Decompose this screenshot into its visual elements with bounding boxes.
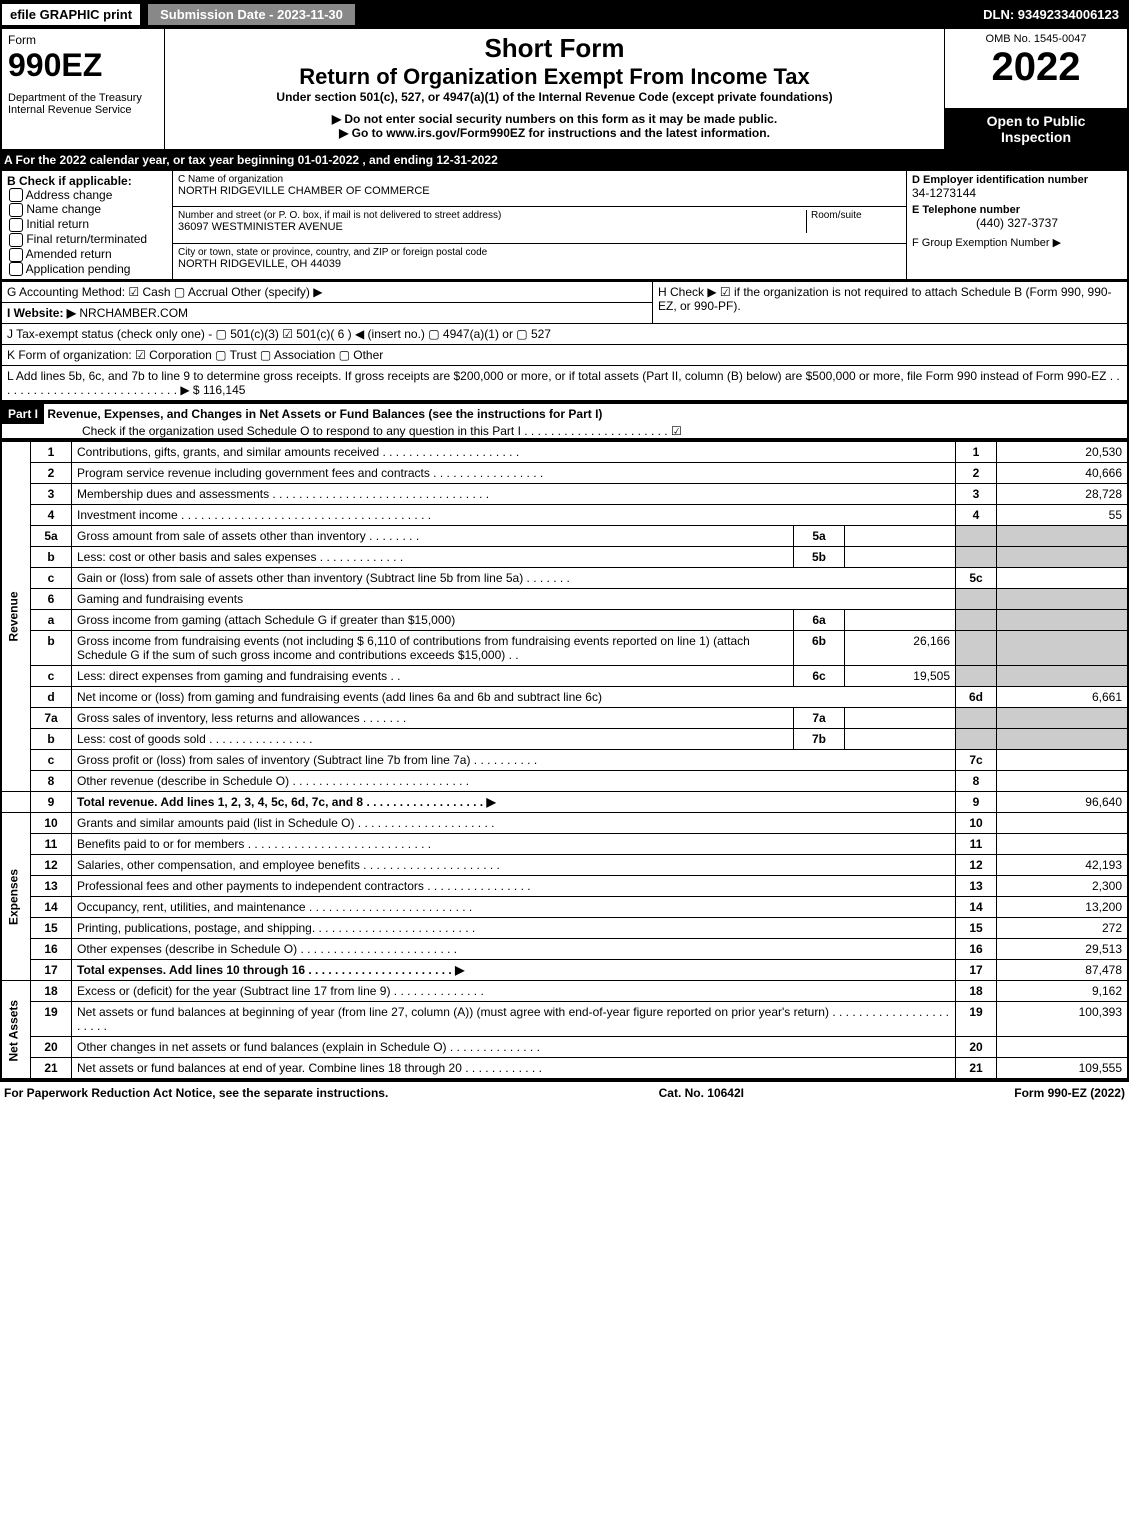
org-name: NORTH RIDGEVILLE CHAMBER OF COMMERCE: [178, 185, 901, 197]
line-2: 2Program service revenue including gover…: [1, 463, 1128, 484]
line-1: Revenue 1Contributions, gifts, grants, a…: [1, 441, 1128, 463]
box-j: J Tax-exempt status (check only one) - ▢…: [1, 324, 1128, 345]
efile-label: efile GRAPHIC print: [0, 2, 142, 27]
omb-label: OMB No. 1545-0047: [951, 33, 1121, 45]
box-i: I Website: ▶ NRCHAMBER.COM: [1, 303, 653, 324]
check-final-return: Final return/terminated: [7, 232, 167, 247]
line-5b: bLess: cost or other basis and sales exp…: [1, 547, 1128, 568]
box-h: H Check ▶ ☑ if the organization is not r…: [653, 282, 1129, 324]
box-f-label: F Group Exemption Number ▶: [912, 236, 1122, 249]
box-d-label: D Employer identification number: [912, 174, 1122, 186]
line-15: 15Printing, publications, postage, and s…: [1, 918, 1128, 939]
line-20: 20Other changes in net assets or fund ba…: [1, 1037, 1128, 1058]
check-amended: Amended return: [7, 247, 167, 262]
check-address-change: Address change: [7, 188, 167, 203]
info-table: B Check if applicable: Address change Na…: [0, 169, 1129, 282]
line-3: 3Membership dues and assessments . . . .…: [1, 484, 1128, 505]
line-6: 6Gaming and fundraising events: [1, 589, 1128, 610]
line-18: Net Assets 18Excess or (deficit) for the…: [1, 981, 1128, 1002]
warning-ssn: ▶ Do not enter social security numbers o…: [171, 112, 938, 126]
irs-label: Internal Revenue Service: [8, 104, 158, 116]
line-8: 8Other revenue (describe in Schedule O) …: [1, 771, 1128, 792]
footer-right: Form 990-EZ (2022): [1014, 1086, 1125, 1100]
footer-mid: Cat. No. 10642I: [659, 1086, 744, 1100]
room-label: Room/suite: [811, 210, 901, 221]
dln-label: DLN: 93492334006123: [983, 7, 1129, 22]
tax-year: 2022: [951, 45, 1121, 90]
submission-date: Submission Date - 2023-11-30: [146, 2, 357, 27]
line-10: Expenses 10Grants and similar amounts pa…: [1, 813, 1128, 834]
form-label: Form: [8, 33, 158, 47]
short-form-title: Short Form: [171, 33, 938, 64]
info-table-2: G Accounting Method: ☑ Cash ▢ Accrual Ot…: [0, 281, 1129, 402]
check-name-change: Name change: [7, 202, 167, 217]
line-5c: cGain or (loss) from sale of assets othe…: [1, 568, 1128, 589]
warning-link: ▶ Go to www.irs.gov/Form990EZ for instru…: [171, 126, 938, 140]
section-a: A For the 2022 calendar year, or tax yea…: [0, 151, 1129, 169]
box-e-label: E Telephone number: [912, 204, 1122, 216]
box-c-name-label: C Name of organization: [178, 174, 901, 185]
dept-treasury: Department of the Treasury: [8, 92, 158, 104]
box-k: K Form of organization: ☑ Corporation ▢ …: [1, 345, 1128, 366]
part1-check: Check if the organization used Schedule …: [2, 424, 1127, 438]
line-13: 13Professional fees and other payments t…: [1, 876, 1128, 897]
line-6b: bGross income from fundraising events (n…: [1, 631, 1128, 666]
subtitle: Under section 501(c), 527, or 4947(a)(1)…: [171, 90, 938, 104]
part1-header-row: Part I Revenue, Expenses, and Changes in…: [0, 402, 1129, 440]
form-number: 990EZ: [8, 47, 158, 84]
street-label: Number and street (or P. O. box, if mail…: [178, 210, 806, 221]
line-7c: cGross profit or (loss) from sales of in…: [1, 750, 1128, 771]
line-11: 11Benefits paid to or for members . . . …: [1, 834, 1128, 855]
line-7b: bLess: cost of goods sold . . . . . . . …: [1, 729, 1128, 750]
line-16: 16Other expenses (describe in Schedule O…: [1, 939, 1128, 960]
line-6a: aGross income from gaming (attach Schedu…: [1, 610, 1128, 631]
box-l: L Add lines 5b, 6c, and 7b to line 9 to …: [1, 366, 1128, 402]
expenses-vert-label: Expenses: [1, 813, 31, 981]
check-pending: Application pending: [7, 262, 167, 277]
box-b-label: B Check if applicable:: [7, 174, 167, 188]
line-21: 21Net assets or fund balances at end of …: [1, 1058, 1128, 1080]
website-value: NRCHAMBER.COM: [79, 306, 188, 320]
header-table: Form 990EZ Department of the Treasury In…: [0, 28, 1129, 151]
website-label: I Website: ▶: [7, 306, 76, 320]
lines-table: Revenue 1Contributions, gifts, grants, a…: [0, 440, 1129, 1080]
street-value: 36097 WESTMINISTER AVENUE: [178, 221, 806, 233]
ein-value: 34-1273144: [912, 186, 1122, 200]
box-g: G Accounting Method: ☑ Cash ▢ Accrual Ot…: [1, 282, 653, 303]
check-initial-return: Initial return: [7, 217, 167, 232]
line-17: 17Total expenses. Add lines 10 through 1…: [1, 960, 1128, 981]
line-5a: 5aGross amount from sale of assets other…: [1, 526, 1128, 547]
line-19: 19Net assets or fund balances at beginni…: [1, 1002, 1128, 1037]
city-label: City or town, state or province, country…: [178, 247, 901, 258]
part1-label: Part I: [2, 404, 44, 424]
line-6c: cLess: direct expenses from gaming and f…: [1, 666, 1128, 687]
line-7a: 7aGross sales of inventory, less returns…: [1, 708, 1128, 729]
line-14: 14Occupancy, rent, utilities, and mainte…: [1, 897, 1128, 918]
footer-left: For Paperwork Reduction Act Notice, see …: [4, 1086, 388, 1100]
top-bar: efile GRAPHIC print Submission Date - 20…: [0, 0, 1129, 28]
revenue-vert-label: Revenue: [1, 441, 31, 792]
line-12: 12Salaries, other compensation, and empl…: [1, 855, 1128, 876]
phone-value: (440) 327-3737: [912, 216, 1122, 230]
part1-title: Revenue, Expenses, and Changes in Net As…: [47, 407, 602, 421]
city-value: NORTH RIDGEVILLE, OH 44039: [178, 258, 901, 270]
return-title: Return of Organization Exempt From Incom…: [171, 64, 938, 90]
netassets-vert-label: Net Assets: [1, 981, 31, 1080]
line-9: 9Total revenue. Add lines 1, 2, 3, 4, 5c…: [1, 792, 1128, 813]
line-4: 4Investment income . . . . . . . . . . .…: [1, 505, 1128, 526]
open-public-label: Open to Public Inspection: [945, 108, 1129, 150]
line-6d: dNet income or (loss) from gaming and fu…: [1, 687, 1128, 708]
footer: For Paperwork Reduction Act Notice, see …: [0, 1080, 1129, 1104]
